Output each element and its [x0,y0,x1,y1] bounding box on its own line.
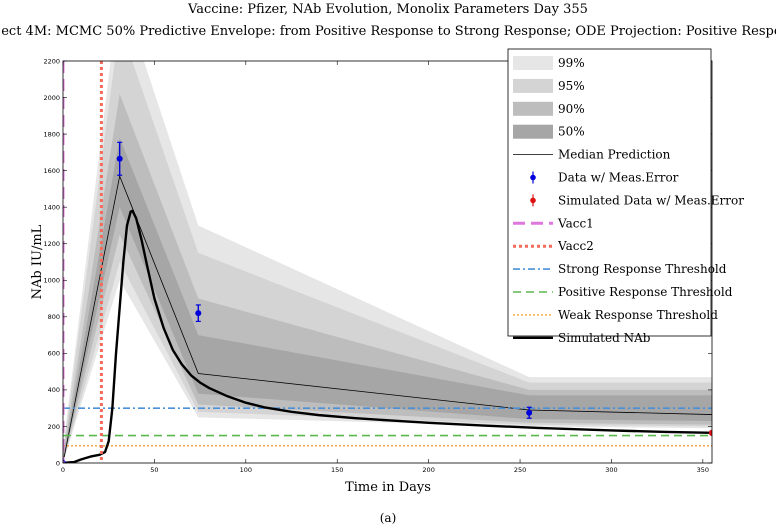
legend-item: Weak Response Threshold [513,308,718,322]
legend-item: Simulated Data w/ Meas.Error [530,193,744,207]
legend-label: Weak Response Threshold [558,308,718,322]
legend-label: Simulated Data w/ Meas.Error [558,193,744,207]
data-point [116,155,123,162]
y-tick-label: 800 [48,313,60,321]
x-tick-label: 100 [240,466,252,474]
legend: 99% 95% 90% 50% Median Prediction Data w/ Mea… [507,48,744,345]
y-tick-label: 2200 [43,57,60,65]
legend-label: Data w/ Meas.Error [558,171,679,185]
legend-swatch [530,197,536,204]
y-tick-label: 1400 [43,203,60,211]
chart-title: Vaccine: Pfizer, NAb Evolution, Monolix … [187,2,588,17]
legend-swatch [513,56,553,70]
x-tick-label: 250 [514,466,526,474]
legend-swatch [513,101,553,116]
axis-ticks: 0 50 100 150 200 250 300 350 0 200 400 600 800 1000 12… [43,57,712,474]
x-tick-label: 50 [150,466,158,474]
legend-swatch [530,174,536,181]
legend-item: 99% [513,56,585,70]
legend-label: 50% [558,125,585,139]
data-point [526,409,533,416]
chart-subtitle: Subject 4M: MCMC 50% Predictive Envelope… [0,24,776,39]
legend-item: Vacc1 [513,216,594,230]
x-tick-label: 300 [605,466,617,474]
legend-item: 50% [513,124,585,139]
legend-label: Positive Response Threshold [558,285,733,299]
plot-frame [62,60,713,464]
x-tick-label: 200 [422,466,434,474]
legend-swatch [513,124,553,139]
legend-box [507,48,712,337]
y-tick-label: 200 [48,423,60,431]
legend-item: Data w/ Meas.Error [530,171,679,185]
simulated-data-point [708,429,712,437]
legend-item: Simulated NAb [513,331,651,345]
legend-label: Simulated NAb [558,331,651,345]
legend-item: Median Prediction [513,148,671,162]
x-tick-label: 150 [331,466,343,474]
y-tick-label: 600 [48,350,60,358]
y-tick-label: 1600 [43,167,60,175]
x-axis-label: Time in Days [345,480,431,495]
legend-item: 90% [513,101,585,116]
band-50 [63,137,712,463]
legend-label: Strong Response Threshold [558,262,727,276]
figure-caption: (a) [380,511,397,525]
legend-item: Strong Response Threshold [513,262,727,276]
legend-label: 99% [558,56,585,70]
legend-label: Vacc2 [557,239,594,253]
legend-label: 95% [558,79,585,93]
plot-area [63,61,712,463]
legend-item: 95% [513,78,585,93]
y-tick-label: 1000 [43,277,60,285]
legend-item: Positive Response Threshold [513,285,733,299]
y-tick-label: 1800 [43,130,60,138]
legend-item: Vacc2 [513,239,594,253]
legend-label: 90% [558,102,585,116]
y-tick-label: 1200 [43,240,60,248]
y-tick-label: 0 [56,459,60,467]
x-tick-label: 0 [61,466,65,474]
y-tick-label: 400 [48,386,60,394]
y-axis-label: NAb IU/mL [30,224,45,299]
data-point [195,310,202,317]
legend-label: Vacc1 [557,216,594,230]
legend-label: Median Prediction [558,148,671,162]
legend-swatch [513,78,553,93]
x-tick-label: 350 [697,466,709,474]
y-tick-label: 2000 [43,94,60,102]
